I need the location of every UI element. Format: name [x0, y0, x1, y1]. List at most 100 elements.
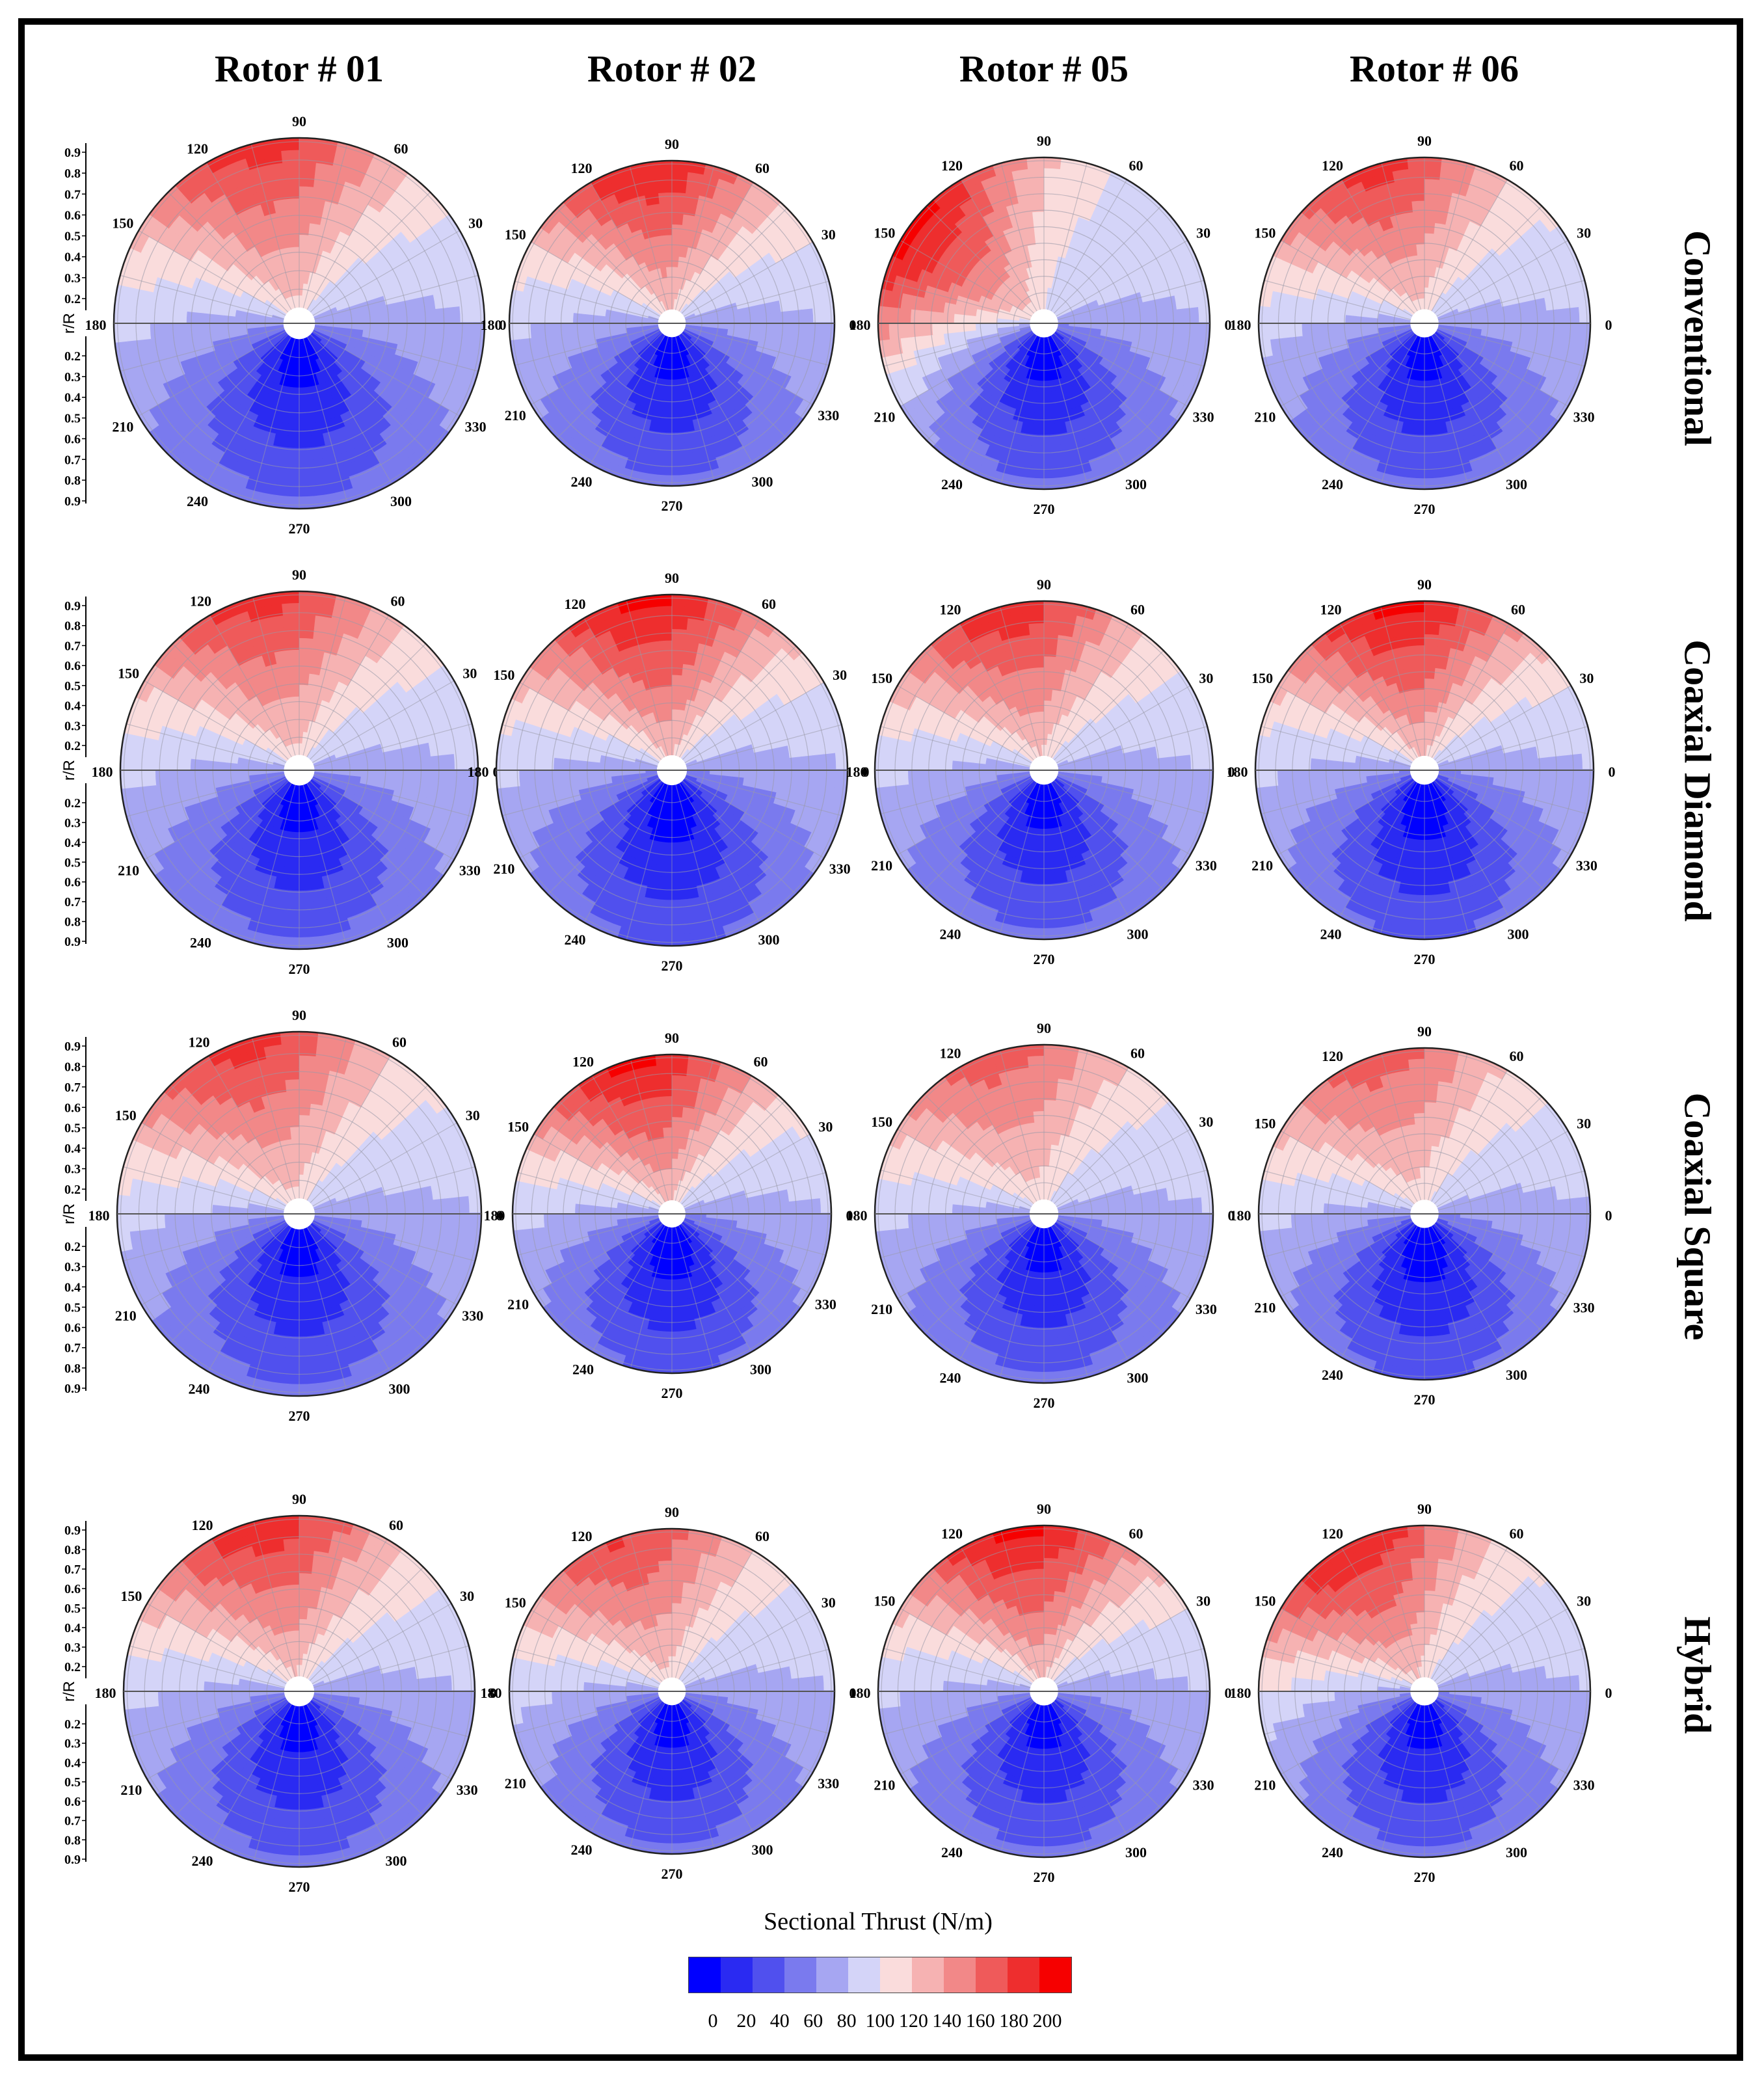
- azimuth-tick-label: 90: [292, 567, 306, 583]
- contour-cell: [320, 418, 335, 435]
- contour-cell: [198, 332, 213, 345]
- contour-cell: [671, 192, 686, 204]
- contour-cell: [795, 278, 811, 297]
- contour-cell: [1557, 322, 1570, 339]
- contour-cell: [677, 301, 685, 312]
- contour-cell: [1054, 306, 1065, 316]
- contour-cell: [684, 440, 701, 454]
- contour-cell: [1019, 325, 1030, 329]
- contour-cell: [690, 271, 701, 284]
- contour-cell: [1112, 323, 1124, 332]
- contour-cell: [299, 399, 310, 412]
- contour-cell: [347, 339, 361, 350]
- grid-spoke: [302, 144, 348, 308]
- contour-cell: [704, 334, 716, 342]
- contour-cell: [291, 831, 300, 844]
- contour-cell: [337, 384, 353, 401]
- contour-cell: [301, 338, 306, 352]
- contour-cell: [401, 451, 425, 474]
- contour-cell: [1133, 322, 1145, 334]
- contour-cell: [1557, 307, 1570, 323]
- contour-cell: [766, 769, 779, 782]
- contour-cell: [639, 172, 658, 185]
- contour-cell: [299, 447, 315, 461]
- contour-cell: [781, 359, 797, 377]
- azimuth-tick-label: 210: [1254, 409, 1276, 425]
- contour-cell: [673, 336, 678, 348]
- grid-spoke: [681, 332, 788, 439]
- contour-cell: [299, 684, 308, 697]
- contour-cell: [1423, 222, 1436, 234]
- contour-cell: [444, 288, 460, 308]
- contour-cell: [256, 271, 269, 285]
- contour-cell: [307, 397, 319, 412]
- contour-cell: [1176, 307, 1189, 323]
- contour-cell: [222, 307, 237, 317]
- contour-cell: [1492, 323, 1504, 332]
- contour-cell: [1028, 301, 1037, 312]
- contour-cell: [597, 291, 611, 303]
- contour-cell: [626, 330, 639, 338]
- contour-cell: [406, 193, 429, 216]
- contour-cell: [424, 364, 442, 384]
- contour-cell: [632, 340, 644, 351]
- contour-cell: [645, 440, 660, 454]
- contour-cell: [314, 457, 332, 472]
- contour-cell: [732, 291, 747, 303]
- contour-cell: [304, 296, 311, 309]
- contour-cell: [433, 336, 448, 355]
- contour-cell: [337, 192, 355, 209]
- contour-cell: [327, 453, 347, 470]
- contour-cell: [308, 334, 319, 347]
- contour-cell: [666, 299, 671, 310]
- contour-cell: [1312, 311, 1324, 325]
- contour-cell: [626, 350, 639, 362]
- contour-cell: [160, 185, 183, 209]
- contour-cell: [311, 273, 321, 287]
- grid-spoke: [684, 241, 813, 317]
- contour-cell: [749, 420, 768, 438]
- contour-cell: [247, 323, 260, 329]
- contour-cell: [671, 697, 680, 710]
- contour-cell: [604, 309, 617, 318]
- contour-cell: [302, 271, 310, 284]
- contour-cell: [288, 362, 296, 376]
- azimuth-tick-label: 300: [752, 474, 773, 490]
- contour-cell: [1166, 322, 1178, 338]
- contour-cell: [531, 293, 544, 311]
- azimuth-tick-label: 210: [118, 863, 139, 879]
- contour-cell: [680, 333, 689, 343]
- contour-cell: [305, 297, 314, 310]
- contour-cell: [704, 304, 716, 313]
- contour-cell: [550, 202, 570, 222]
- contour-cell: [705, 285, 718, 297]
- contour-cell: [174, 323, 187, 338]
- contour-cell: [338, 353, 352, 367]
- contour-cell: [609, 178, 628, 195]
- contour-cell: [420, 397, 440, 418]
- contour-cell: [328, 346, 342, 359]
- contour-cell: [341, 285, 356, 297]
- contour-cell: [557, 400, 576, 419]
- contour-cell: [346, 296, 361, 308]
- contour-cell: [137, 306, 152, 325]
- contour-cell: [737, 306, 750, 317]
- contour-cell: [399, 422, 420, 444]
- contour-cell: [910, 309, 922, 325]
- contour-cell: [777, 388, 795, 407]
- contour-cell: [530, 227, 549, 248]
- azimuth-tick-label: 120: [941, 157, 963, 174]
- contour-cell: [286, 878, 301, 891]
- contour-cell: [312, 306, 324, 316]
- contour-cell: [572, 323, 585, 335]
- contour-cell: [576, 760, 589, 772]
- contour-cell: [634, 357, 646, 369]
- contour-cell: [188, 344, 204, 359]
- contour-cell: [273, 371, 284, 385]
- contour-cell: [681, 366, 690, 379]
- contour-cell: [662, 400, 673, 412]
- contour-cell: [530, 399, 550, 420]
- contour-cell: [411, 309, 425, 323]
- contour-cell: [268, 355, 280, 369]
